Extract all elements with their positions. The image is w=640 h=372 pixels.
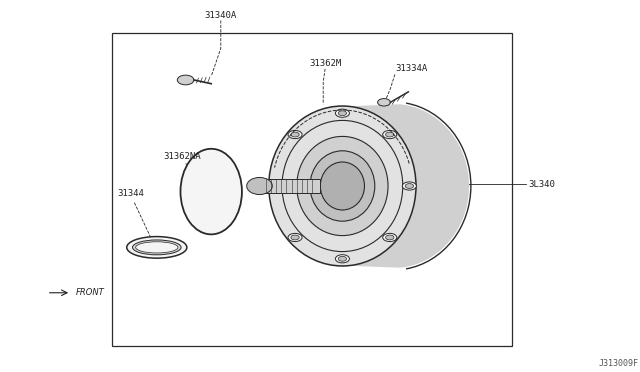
Ellipse shape xyxy=(310,151,375,221)
Ellipse shape xyxy=(269,106,416,266)
Circle shape xyxy=(177,75,194,85)
Ellipse shape xyxy=(247,177,273,195)
Ellipse shape xyxy=(291,235,300,240)
Ellipse shape xyxy=(335,109,349,117)
Ellipse shape xyxy=(405,183,413,189)
Ellipse shape xyxy=(385,132,394,137)
Text: 31344: 31344 xyxy=(117,189,144,198)
Ellipse shape xyxy=(385,235,394,240)
Ellipse shape xyxy=(288,233,302,241)
Ellipse shape xyxy=(321,162,365,210)
Ellipse shape xyxy=(403,182,417,190)
Ellipse shape xyxy=(339,111,347,116)
Text: 31334A: 31334A xyxy=(395,64,427,73)
Ellipse shape xyxy=(136,242,178,253)
Text: 31362NA: 31362NA xyxy=(163,152,201,161)
Circle shape xyxy=(378,99,390,106)
Ellipse shape xyxy=(383,131,397,139)
Ellipse shape xyxy=(268,182,282,190)
Ellipse shape xyxy=(383,233,397,241)
Ellipse shape xyxy=(297,137,388,235)
Bar xyxy=(112,33,512,346)
Ellipse shape xyxy=(288,131,302,139)
Text: FRONT: FRONT xyxy=(76,288,104,297)
Text: J313009F: J313009F xyxy=(599,359,639,368)
Ellipse shape xyxy=(132,240,181,255)
Ellipse shape xyxy=(180,149,242,234)
Bar xyxy=(263,179,321,193)
Ellipse shape xyxy=(282,121,403,251)
Ellipse shape xyxy=(127,237,187,258)
Ellipse shape xyxy=(339,256,347,261)
Ellipse shape xyxy=(271,183,280,188)
Polygon shape xyxy=(348,104,469,268)
Text: 31340A: 31340A xyxy=(205,11,237,20)
Text: 3L340: 3L340 xyxy=(528,180,555,189)
Text: 31362M: 31362M xyxy=(309,59,341,68)
Ellipse shape xyxy=(335,255,349,263)
Ellipse shape xyxy=(291,132,300,137)
